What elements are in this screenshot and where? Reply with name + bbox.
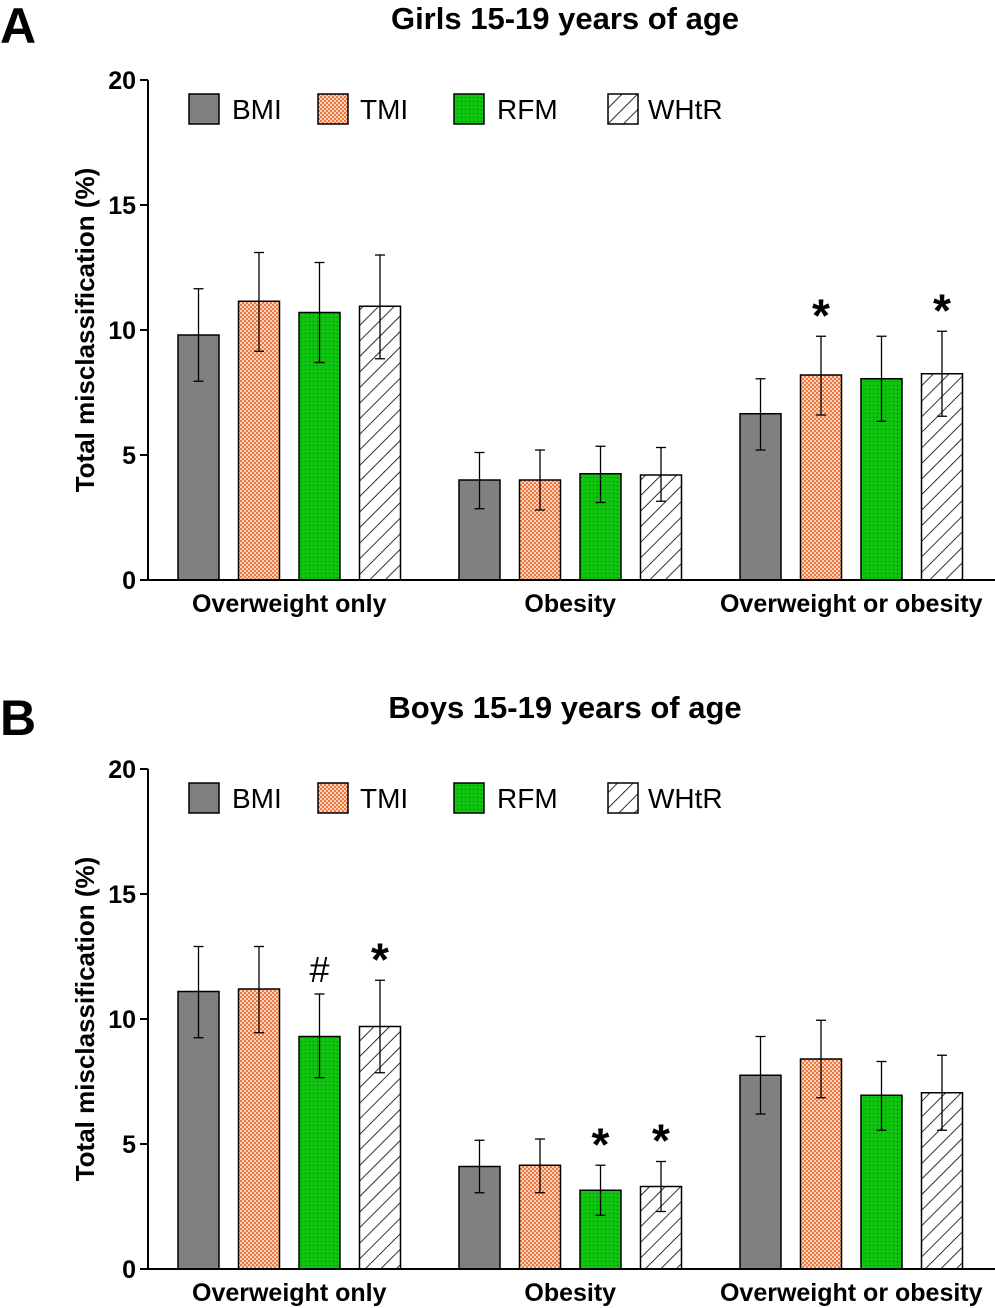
legend-item-whtr: WHtR (607, 782, 723, 814)
y-axis: 0 5 10 15 20 (108, 67, 149, 595)
x-category-label: Overweight only (192, 1279, 387, 1307)
y-axis-label: Total misclassification (%) (70, 168, 100, 493)
x-axis: Overweight only Obesity Overweight or obes… (148, 1268, 995, 1307)
legend-item-tmi: TMI (317, 93, 408, 125)
chart-title: Girls 15-19 years of age (391, 1, 739, 36)
legend-item-rfm: RFM (453, 93, 558, 125)
y-tick-label: 5 (122, 442, 136, 470)
error-bar (193, 945, 204, 1039)
y-tick-label: 15 (108, 192, 136, 220)
y-tick-label: 15 (108, 881, 136, 909)
bar-tmi (237, 988, 281, 1270)
legend-label: RFM (497, 94, 558, 125)
y-tick-label: 0 (122, 1256, 136, 1284)
error-bar (816, 1019, 826, 1099)
y-tick-label: 0 (122, 567, 136, 595)
error-bar (937, 1054, 947, 1131)
error-bar (937, 330, 947, 417)
legend-item-bmi: BMI (188, 93, 282, 125)
panel-b: B Boys 15-19 years of age Total misclass… (0, 690, 995, 1307)
error-bar (816, 335, 826, 416)
legend-swatch (453, 782, 485, 814)
panel-a: A Girls 15-19 years of age Total misclas… (0, 0, 995, 618)
legend-swatch (188, 93, 220, 125)
x-category-label: Obesity (524, 1279, 616, 1307)
error-bar (375, 254, 385, 360)
y-tick-label: 20 (108, 756, 136, 784)
y-tick-label: 10 (108, 317, 136, 345)
error-bar (876, 1060, 887, 1131)
error-bar (254, 251, 264, 352)
legend-swatch (607, 93, 639, 125)
x-axis: Overweight only Obesity Overweight or obes… (148, 579, 995, 618)
error-bar (876, 335, 887, 422)
legend-label: TMI (360, 94, 408, 125)
legend-label: WHtR (648, 94, 723, 125)
legend-swatch (188, 782, 220, 814)
legend-label: BMI (232, 783, 282, 814)
x-category-label: Overweight only (192, 590, 387, 618)
bar-rfm (579, 1189, 622, 1270)
legend-swatch (317, 93, 349, 125)
error-bar (375, 979, 385, 1074)
error-bar (254, 945, 264, 1034)
error-bar (595, 445, 606, 504)
legend-label: TMI (360, 783, 408, 814)
significance-marker: * (592, 1118, 610, 1170)
error-bar (474, 1139, 485, 1194)
x-category-label: Obesity (524, 590, 616, 618)
legend-label: WHtR (648, 783, 723, 814)
legend-swatch (607, 782, 639, 814)
significance-marker: * (933, 284, 951, 336)
x-category-label: Overweight or obesity (720, 1279, 983, 1307)
error-bar (193, 288, 204, 382)
error-bar (755, 1035, 766, 1115)
significance-marker: # (309, 949, 329, 990)
legend-item-bmi: BMI (188, 782, 282, 814)
legend: BMI TMI RFM WHtR (188, 782, 723, 814)
error-bar (314, 993, 325, 1079)
error-bar (474, 451, 485, 510)
legend-swatch (317, 782, 349, 814)
error-bar (314, 261, 325, 364)
chart-title: Boys 15-19 years of age (388, 690, 741, 725)
legend-item-rfm: RFM (453, 782, 558, 814)
x-category-label: Overweight or obesity (720, 590, 983, 618)
y-tick-label: 10 (108, 1006, 136, 1034)
error-bar (535, 1138, 545, 1194)
error-bar (656, 446, 666, 502)
error-bar (656, 1160, 666, 1213)
panel-label: A (0, 0, 36, 54)
y-axis: 0 5 10 15 20 (108, 756, 149, 1284)
legend-swatch (453, 93, 485, 125)
legend-label: BMI (232, 94, 282, 125)
legend: BMI TMI RFM WHtR (188, 93, 723, 125)
panel-label: B (0, 690, 36, 746)
significance-marker: * (371, 933, 389, 985)
bars: * * (177, 251, 964, 581)
y-axis-label: Total misclassification (%) (70, 857, 100, 1182)
error-bar (595, 1164, 606, 1216)
bars: # * * * (177, 933, 964, 1270)
y-tick-label: 5 (122, 1131, 136, 1159)
error-bar (755, 378, 766, 451)
significance-marker: * (812, 289, 830, 341)
error-bar (535, 449, 545, 511)
y-tick-label: 20 (108, 67, 136, 95)
significance-marker: * (652, 1115, 670, 1167)
legend-item-whtr: WHtR (607, 93, 723, 125)
legend-item-tmi: TMI (317, 782, 408, 814)
legend-label: RFM (497, 783, 558, 814)
